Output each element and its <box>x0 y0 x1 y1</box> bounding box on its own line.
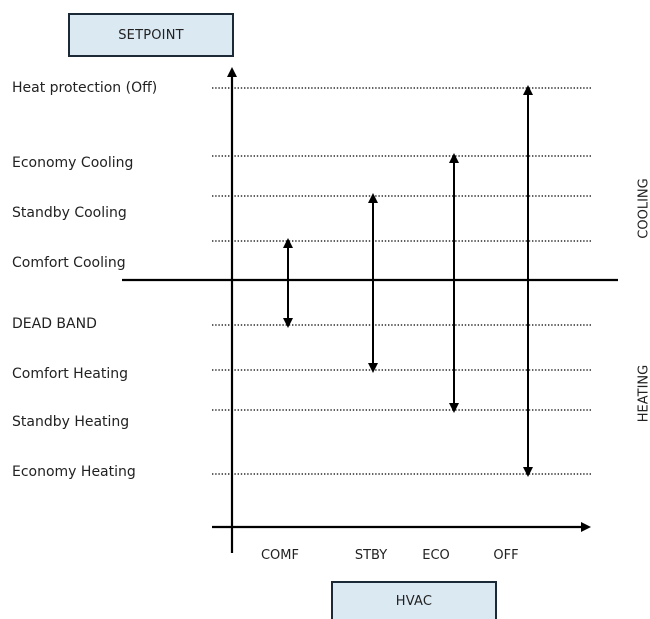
mode-label-stby: STBY <box>354 548 388 563</box>
row-label-heat-protection: Heat protection (Off) <box>12 80 158 96</box>
mode-label-eco: ECO <box>422 548 450 563</box>
mode-label-off: OFF <box>493 548 519 563</box>
setpoint-box-label: SETPOINT <box>118 27 184 43</box>
row-label-comfort-cooling: Comfort Cooling <box>12 255 126 271</box>
mode-label-comf: COMF <box>260 548 299 563</box>
row-label-dead-band: DEAD BAND <box>12 316 97 332</box>
row-label-standby-cooling: Standby Cooling <box>12 205 127 221</box>
hvac-box: HVAC <box>331 581 497 619</box>
row-label-economy-cooling: Economy Cooling <box>12 155 134 171</box>
row-label-standby-heating: Standby Heating <box>12 414 130 430</box>
cooling-label: COOLING <box>636 178 650 239</box>
row-label-comfort-heating: Comfort Heating <box>12 366 129 382</box>
setpoint-box: SETPOINT <box>68 13 234 57</box>
heating-label: HEATING <box>636 364 650 423</box>
hvac-box-label: HVAC <box>395 593 433 609</box>
row-label-economy-heating: Economy Heating <box>12 464 136 480</box>
